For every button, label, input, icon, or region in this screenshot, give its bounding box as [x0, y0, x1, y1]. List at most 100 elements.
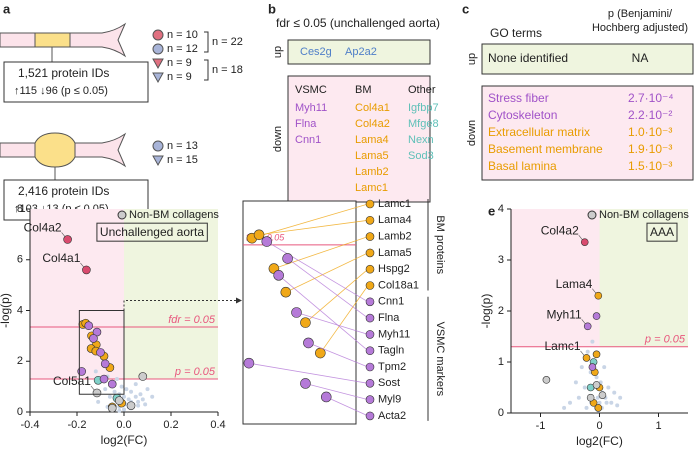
shade-up	[124, 209, 218, 380]
point	[598, 391, 607, 399]
point	[261, 236, 273, 247]
point-label: Lama4	[378, 214, 412, 226]
go-term: Basal lamina	[488, 159, 557, 173]
protein: Myh11	[295, 102, 327, 114]
x-tick-label: 0.0	[116, 419, 131, 431]
point	[129, 389, 134, 394]
up-box	[287, 39, 431, 65]
vessel-diagram	[0, 132, 127, 180]
legend-marker	[117, 210, 127, 220]
point	[615, 403, 620, 408]
protein: Igfbp7	[408, 102, 439, 114]
protein: Lamc1	[355, 182, 388, 194]
label-leader	[581, 319, 586, 325]
go-term: Stress fiber	[488, 91, 549, 105]
y-tick-label: 4	[17, 304, 23, 316]
group-label: BM proteins	[434, 215, 446, 274]
x-tick-label: 0	[596, 420, 602, 432]
x-axis-label: log2(FC)	[101, 433, 148, 447]
down-columns: VSMC Myh11 Flna Cnn1 BM Col4a1 Col4a2 Lama4 Lama…	[295, 84, 439, 194]
point	[96, 399, 101, 404]
point	[126, 397, 131, 402]
point	[300, 378, 311, 389]
x-tick-label: 0.4	[210, 419, 225, 431]
shade-down	[511, 209, 600, 347]
protein-changes: ↑115 ↓96 (p ≤ 0.05)	[14, 85, 108, 97]
cohort-n: n = 9	[167, 71, 192, 83]
point	[100, 359, 110, 369]
label-leader	[580, 350, 585, 357]
point-label: Myh11	[547, 307, 582, 321]
legend-label: Non-BM collagens	[129, 209, 219, 221]
chart-title: AAA	[650, 225, 674, 239]
point	[150, 394, 155, 399]
protein: Col4a2	[355, 118, 390, 130]
x-axis-label: log2(FC)	[576, 434, 623, 448]
bracket	[204, 59, 209, 81]
point	[612, 390, 617, 395]
point	[115, 396, 124, 405]
point-label: Myl9	[378, 394, 401, 406]
column-header: BM	[355, 84, 372, 96]
y-tick-label: 8	[17, 203, 23, 215]
go-term: Extracellular matrix	[488, 125, 590, 139]
point-label: Flna	[378, 312, 400, 324]
protein: Sod3	[408, 150, 434, 162]
point	[573, 380, 578, 385]
label-leader	[308, 342, 369, 368]
point	[595, 395, 600, 400]
point	[618, 395, 623, 400]
point	[576, 395, 581, 400]
point	[300, 317, 311, 328]
point	[592, 350, 601, 359]
point	[582, 385, 587, 390]
point	[143, 402, 148, 407]
zoom-arrowhead	[236, 297, 242, 304]
x-tick-label: -0.2	[68, 419, 87, 431]
point-label: Lama5	[378, 247, 412, 259]
protein-ids: 2,416 protein IDs	[18, 184, 109, 198]
legend-label: Non-BM collagens	[599, 209, 689, 221]
point	[253, 229, 265, 241]
panel-label: b	[268, 1, 276, 16]
point-label: Col4a2	[24, 221, 62, 235]
point	[604, 400, 609, 405]
point	[99, 374, 109, 384]
point	[542, 376, 551, 384]
label-leader	[326, 396, 369, 417]
protein: Nexn	[408, 134, 434, 146]
point-label: Lamc1	[378, 198, 411, 210]
x-tick-label: -0.4	[21, 419, 40, 431]
point-label: Tpm2	[378, 361, 406, 373]
p-value: 1.0·10⁻³	[628, 125, 672, 139]
panel-label: c	[462, 1, 469, 16]
bracket	[204, 31, 209, 53]
y-tick-label: 4	[498, 203, 504, 215]
y-axis-label: -log(p)	[479, 294, 493, 329]
point-label: Sost	[378, 377, 400, 389]
p-value: NA	[632, 51, 649, 65]
protein: Ap2a2	[345, 46, 377, 58]
point	[568, 400, 572, 405]
label-leader	[278, 275, 369, 352]
point	[583, 322, 592, 331]
p-value: 2.7·10⁻⁴	[628, 91, 674, 105]
point-label: Col5a1	[53, 374, 91, 388]
point	[107, 379, 117, 389]
point-label: Lama4	[556, 277, 593, 291]
y-tick-label: 2	[498, 305, 504, 317]
down-box	[287, 75, 431, 203]
point	[126, 401, 136, 410]
down-box	[481, 85, 694, 181]
label-leader	[287, 258, 369, 319]
label-leader	[248, 362, 369, 384]
point	[588, 363, 597, 371]
cohort-n: n = 13	[167, 140, 198, 152]
label-marker	[365, 248, 375, 258]
point	[592, 381, 601, 389]
point	[594, 404, 603, 412]
point	[243, 357, 255, 369]
point	[114, 377, 119, 382]
p-value: 1.5·10⁻³	[628, 159, 672, 173]
